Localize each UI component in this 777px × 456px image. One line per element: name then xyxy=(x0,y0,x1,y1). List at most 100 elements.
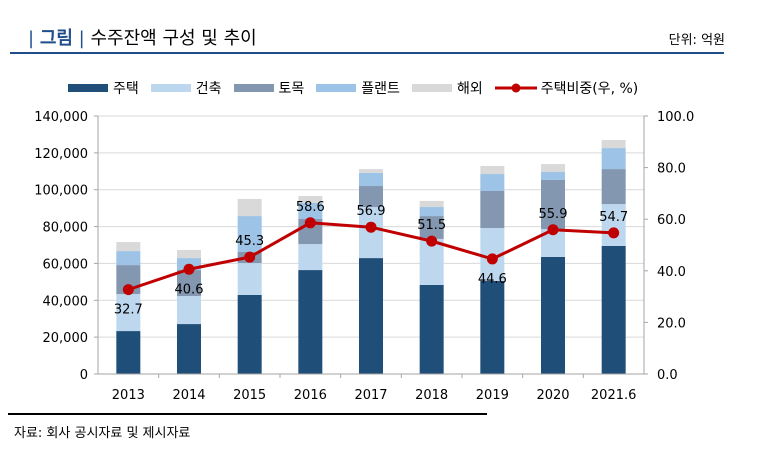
bar-segment-해외 xyxy=(359,169,383,173)
right-axis-tick-label: 0.0 xyxy=(657,368,678,383)
bar-segment-플랜트 xyxy=(541,172,565,180)
bar-segment-주택 xyxy=(359,258,383,374)
left-axis-tick-label: 60,000 xyxy=(43,257,89,272)
unit-label: 단위: 억원 xyxy=(668,33,725,48)
housing-share-point xyxy=(547,224,559,236)
title-separator: | xyxy=(28,28,35,49)
left-axis-tick-label: 40,000 xyxy=(43,294,89,309)
legend-swatch xyxy=(316,84,357,92)
legend-swatch xyxy=(411,84,452,92)
left-axis-tick-label: 20,000 xyxy=(43,331,89,346)
legend-label: 건축 xyxy=(195,81,222,97)
x-axis-tick-label: 2019 xyxy=(476,388,509,403)
legend-item-housing: 주택 xyxy=(68,78,139,98)
right-axis-tick-label: 20.0 xyxy=(657,316,686,331)
x-axis-tick-label: 2016 xyxy=(294,388,327,403)
legend-item-overseas: 해외 xyxy=(411,78,483,98)
footer-divider xyxy=(8,413,487,415)
right-axis-tick-label: 80.0 xyxy=(657,162,686,177)
left-axis-tick-label: 80,000 xyxy=(43,221,89,236)
x-axis-tick-label: 2021.6 xyxy=(591,388,637,403)
data-label: 54.7 xyxy=(599,210,628,225)
bar-segment-플랜트 xyxy=(116,251,141,266)
legend-item-housing-share: 주택비중(우, %) xyxy=(494,78,639,98)
bar-segment-해외 xyxy=(601,139,626,149)
bar-segment-토목 xyxy=(480,191,505,229)
legend-label: 토목 xyxy=(278,81,305,97)
right-axis-tick-label: 40.0 xyxy=(657,265,686,280)
bar-segment-해외 xyxy=(116,242,141,252)
bar-segment-플랜트 xyxy=(298,202,323,220)
data-label: 55.9 xyxy=(539,207,568,222)
housing-share-point xyxy=(122,284,134,296)
x-axis-tick-label: 2017 xyxy=(354,388,387,403)
bar-segment-건축 xyxy=(237,263,262,295)
bar-segment-주택 xyxy=(177,324,201,374)
left-axis-tick-label: 0 xyxy=(80,368,88,383)
data-label: 45.3 xyxy=(235,234,264,249)
bar-segment-주택 xyxy=(480,280,505,374)
bar-segment-해외 xyxy=(237,198,262,217)
legend-label: 주택비중(우, %) xyxy=(540,81,639,97)
bar-segment-해외 xyxy=(541,164,565,173)
housing-share-point xyxy=(365,221,377,233)
bar-segment-해외 xyxy=(298,195,323,203)
legend-label: 플랜트 xyxy=(361,81,400,97)
source-note: 자료: 회사 공시자료 및 제시자료 xyxy=(14,426,191,441)
bar-segment-플랜트 xyxy=(419,207,444,217)
bar-segment-플랜트 xyxy=(359,172,383,187)
bar-segment-주택 xyxy=(419,284,444,374)
bar-segment-토목 xyxy=(601,169,626,205)
data-label: 51.5 xyxy=(417,218,446,233)
legend-item-civil: 토목 xyxy=(233,78,305,98)
left-axis-tick-label: 100,000 xyxy=(34,184,88,199)
bar-segment-건축 xyxy=(116,294,141,332)
legend: 주택 건축 토목 플랜트 해외 주택비중(우, %) xyxy=(68,78,650,98)
x-axis-tick-label: 2018 xyxy=(415,388,448,403)
housing-share-point xyxy=(244,251,256,263)
bar-segment-주택 xyxy=(298,270,323,374)
data-label: 44.6 xyxy=(478,272,507,287)
x-axis-tick-label: 2013 xyxy=(112,388,145,403)
x-axis-tick-label: 2015 xyxy=(233,388,266,403)
bar-segment-플랜트 xyxy=(480,174,505,192)
legend-label: 해외 xyxy=(456,81,483,97)
title-divider xyxy=(10,52,724,54)
bar-segment-토목 xyxy=(541,179,565,229)
housing-share-point xyxy=(426,235,438,247)
housing-share-point xyxy=(608,227,620,239)
bar-segment-주택 xyxy=(237,294,262,374)
housing-share-point xyxy=(183,263,195,275)
bar-segment-주택 xyxy=(116,331,141,374)
legend-swatch xyxy=(68,84,108,92)
bar-segment-해외 xyxy=(480,165,505,175)
data-label: 40.6 xyxy=(175,282,204,297)
bar-segment-해외 xyxy=(177,249,201,259)
legend-swatch xyxy=(150,84,191,92)
bar-segment-주택 xyxy=(541,256,565,374)
figure-title: | 그림 | 수주잔액 구성 및 추이 xyxy=(28,24,257,50)
legend-swatch xyxy=(233,84,274,92)
bar-segment-주택 xyxy=(601,245,626,374)
bar-segment-해외 xyxy=(419,200,444,208)
bar-segment-토목 xyxy=(359,186,383,208)
bar-segment-플랜트 xyxy=(237,216,262,253)
legend-item-building: 건축 xyxy=(150,78,222,98)
housing-share-point xyxy=(304,217,316,229)
figure-tag: 그림 xyxy=(39,28,73,49)
right-axis-tick-label: 100.0 xyxy=(657,110,694,125)
bar-segment-건축 xyxy=(298,244,323,271)
left-axis-tick-label: 120,000 xyxy=(34,147,88,162)
x-axis-tick-label: 2014 xyxy=(172,388,205,403)
left-axis-tick-label: 140,000 xyxy=(34,110,88,125)
bar-segment-건축 xyxy=(601,204,626,246)
title-separator: | xyxy=(78,28,85,49)
legend-line-marker xyxy=(494,83,537,93)
data-label: 58.6 xyxy=(296,200,325,215)
bar-segment-건축 xyxy=(177,296,201,325)
data-label: 32.7 xyxy=(114,303,143,318)
x-axis-tick-label: 2020 xyxy=(536,388,569,403)
legend-label: 주택 xyxy=(113,81,139,97)
bar-segment-플랜트 xyxy=(601,148,626,170)
